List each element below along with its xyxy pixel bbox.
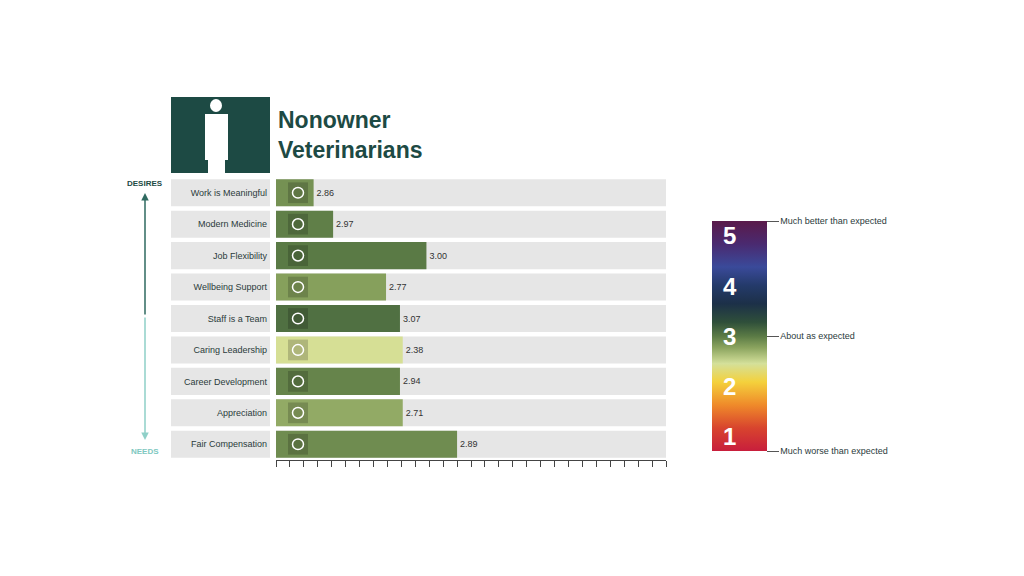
- svg-text:2.38: 2.38: [406, 345, 424, 355]
- svg-text:Work is Meaningful: Work is Meaningful: [191, 188, 267, 198]
- svg-text:2.89: 2.89: [460, 439, 478, 449]
- svg-text:5: 5: [723, 222, 736, 249]
- svg-text:2.71: 2.71: [406, 408, 424, 418]
- svg-text:3.00: 3.00: [429, 251, 447, 261]
- svg-text:About as expected: About as expected: [780, 331, 855, 341]
- svg-text:2: 2: [723, 373, 736, 400]
- svg-text:NEEDS: NEEDS: [131, 447, 159, 456]
- svg-text:Job Flexibility: Job Flexibility: [213, 251, 268, 261]
- svg-text:Staff is a Team: Staff is a Team: [208, 314, 267, 324]
- svg-text:DESIRES: DESIRES: [127, 179, 163, 188]
- svg-text:2.94: 2.94: [403, 376, 421, 386]
- svg-text:Much better than expected: Much better than expected: [780, 216, 887, 226]
- svg-text:1: 1: [723, 423, 736, 450]
- svg-text:2.77: 2.77: [389, 282, 407, 292]
- svg-text:3.07: 3.07: [403, 314, 421, 324]
- svg-text:Wellbeing Support: Wellbeing Support: [194, 282, 268, 292]
- svg-text:4: 4: [723, 273, 737, 300]
- svg-text:Fair Compensation: Fair Compensation: [191, 439, 267, 449]
- svg-text:Appreciation: Appreciation: [217, 408, 267, 418]
- svg-text:NonownerVeterinarians: NonownerVeterinarians: [278, 107, 422, 163]
- svg-text:Modern Medicine: Modern Medicine: [198, 219, 267, 229]
- svg-text:3: 3: [723, 323, 736, 350]
- svg-text:Career Development: Career Development: [184, 377, 268, 387]
- svg-text:Caring Leadership: Caring Leadership: [193, 345, 267, 355]
- svg-text:Much worse than expected: Much worse than expected: [780, 446, 888, 456]
- svg-text:2.86: 2.86: [317, 188, 335, 198]
- svg-text:2.97: 2.97: [336, 219, 354, 229]
